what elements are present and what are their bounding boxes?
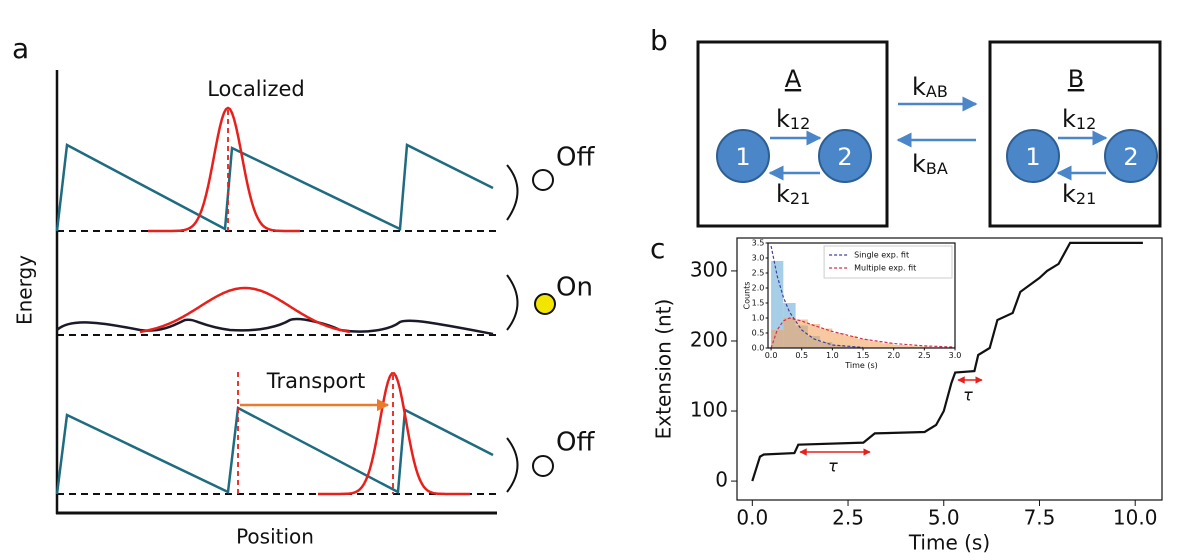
hist-bar (844, 336, 857, 348)
node-label: 2 (837, 143, 852, 171)
emitter (532, 169, 554, 191)
rate-label: k21 (776, 180, 810, 208)
hist-bar (783, 318, 796, 348)
x-tick-label: 7.5 (1024, 506, 1056, 530)
rate-label: k12 (776, 105, 810, 133)
state-name: A (785, 65, 802, 93)
y-tick-label: 100 (690, 398, 728, 422)
row-title: Transport (266, 369, 366, 393)
x-tick-label: 1.0 (826, 351, 839, 360)
hist-bar (771, 261, 784, 348)
hist-bar (807, 324, 821, 348)
panel-label: c (650, 232, 665, 265)
row-title: Localized (207, 77, 305, 101)
wavepacket (148, 106, 300, 233)
panel-c: c 0.0 2.5 5.0 7.5 10.0 0 100 200 300 Time (s) Exte… (650, 232, 1163, 555)
state-label: On (556, 273, 593, 303)
x-tick-label: 2.5 (832, 506, 864, 530)
x-tick-label: 0.0 (765, 351, 778, 360)
detector (506, 274, 519, 331)
legend-label: Multiple exp. fit (854, 264, 916, 273)
hist-bar (869, 341, 882, 348)
x-tick-label: 0.5 (795, 351, 808, 360)
axis-label: Position (236, 525, 314, 549)
rate-label: kAB (912, 73, 948, 101)
y-tick-label: 2.0 (752, 284, 765, 293)
state-label: Off (556, 143, 595, 173)
panel-label: b (650, 24, 668, 57)
annotation: τ (963, 386, 973, 405)
plot-frame (767, 242, 956, 349)
panel-b: b A B 1 2 1 2 k12 k21 k12 k21 kAB kBA (650, 24, 1162, 228)
y-tick-label: 3.5 (752, 239, 765, 248)
y-tick-label: 0.0 (752, 344, 765, 353)
hist-bar (856, 339, 870, 348)
data-line (751, 241, 1143, 482)
y-tick-label: 200 (690, 327, 728, 351)
y-tick-label: 300 (690, 257, 728, 281)
hist-bar (893, 345, 906, 348)
wavepacket (139, 286, 351, 334)
x-tick-label: 2.5 (918, 351, 931, 360)
panel-label: a (12, 32, 29, 65)
energy-landscape (55, 143, 494, 232)
y-axis-label: Counts (743, 282, 752, 310)
x-tick-label: 3.0 (949, 351, 962, 360)
y-tick-label: 1.5 (752, 299, 765, 308)
y-axis-label: Extension (nt) (652, 299, 676, 440)
state-name: B (1068, 65, 1084, 93)
x-tick-label: 2.0 (887, 351, 900, 360)
y-tick-label: 0 (715, 468, 728, 492)
x-axis-label: Time (s) (908, 531, 990, 555)
node (716, 129, 770, 183)
x-axis-label: Time (s) (844, 361, 878, 370)
hist-bar (832, 333, 845, 348)
hist-bar (905, 345, 919, 348)
emitter (532, 455, 554, 477)
axis-label: Energy (13, 255, 37, 325)
node-label: 2 (1123, 143, 1138, 171)
x-tick-label: 10.0 (1113, 506, 1158, 530)
x-tick-label: 1.5 (857, 351, 870, 360)
node (818, 129, 872, 183)
wavepacket (318, 372, 470, 496)
detector (506, 164, 519, 221)
x-tick-label: 5.0 (928, 506, 960, 530)
y-tick-label: 2.5 (752, 269, 765, 278)
node (1104, 129, 1158, 183)
annotation: τ (828, 457, 838, 476)
legend (823, 245, 953, 279)
y-tick-label: 0.5 (752, 329, 765, 338)
hist-bar (771, 330, 784, 348)
x-tick-label: 0.0 (736, 506, 768, 530)
node-label: 1 (1025, 143, 1040, 171)
legend-label: Single exp. fit (854, 251, 909, 260)
node-label: 1 (735, 143, 750, 171)
panel-a: a Energy Position Localized Off On Trans… (12, 32, 595, 549)
hist-bar (918, 346, 931, 348)
hist-bar (820, 328, 833, 348)
fit-line (770, 317, 956, 349)
emitter (534, 293, 556, 315)
y-tick-label: 3.0 (752, 254, 765, 263)
plot-frame (736, 237, 1163, 501)
hist-bar (881, 343, 894, 348)
energy-landscape (55, 406, 494, 495)
state-label: Off (556, 428, 595, 458)
rate-label: k12 (1062, 105, 1096, 133)
rate-label: kBA (912, 150, 948, 178)
hist-bar (795, 319, 808, 348)
energy-landscape (56, 317, 494, 336)
detector (506, 437, 519, 493)
fit-line (770, 245, 864, 348)
node (1006, 129, 1060, 183)
rate-label: k21 (1062, 180, 1096, 208)
y-tick-label: 1.0 (752, 314, 765, 323)
